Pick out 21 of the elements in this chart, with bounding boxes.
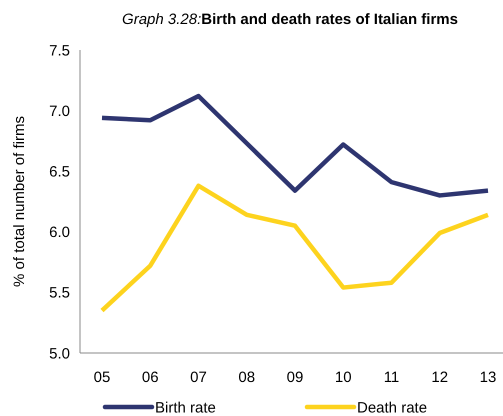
x-tick-label: 07	[190, 369, 207, 386]
y-tick-label: 7.0	[49, 102, 70, 120]
legend-label: Birth rate	[155, 399, 216, 416]
x-tick-label: 11	[384, 369, 400, 386]
line-series	[100, 94, 490, 198]
x-tick-label: 13	[480, 369, 496, 386]
y-tick-label: 7.5	[49, 42, 70, 60]
line-series	[100, 183, 490, 313]
y-tick-label: 5.5	[49, 284, 70, 302]
x-tick-label: 12	[431, 369, 448, 386]
legend-label: Death rate	[357, 399, 428, 416]
y-tick-label: 5.0	[49, 345, 70, 362]
y-tick-label: 6.5	[49, 163, 70, 180]
y-axis-title: % of total number of firms	[11, 116, 28, 287]
x-tick-label: 10	[334, 369, 352, 386]
chart-title: Graph 3.28:Birth and death rates of Italian firms	[122, 11, 458, 28]
x-tick-label: 09	[286, 369, 304, 386]
x-tick-label: 05	[94, 369, 110, 386]
x-tick-label: 06	[142, 369, 159, 386]
x-tick-label: 08	[238, 369, 256, 386]
y-tick-label: 6.0	[49, 224, 70, 242]
